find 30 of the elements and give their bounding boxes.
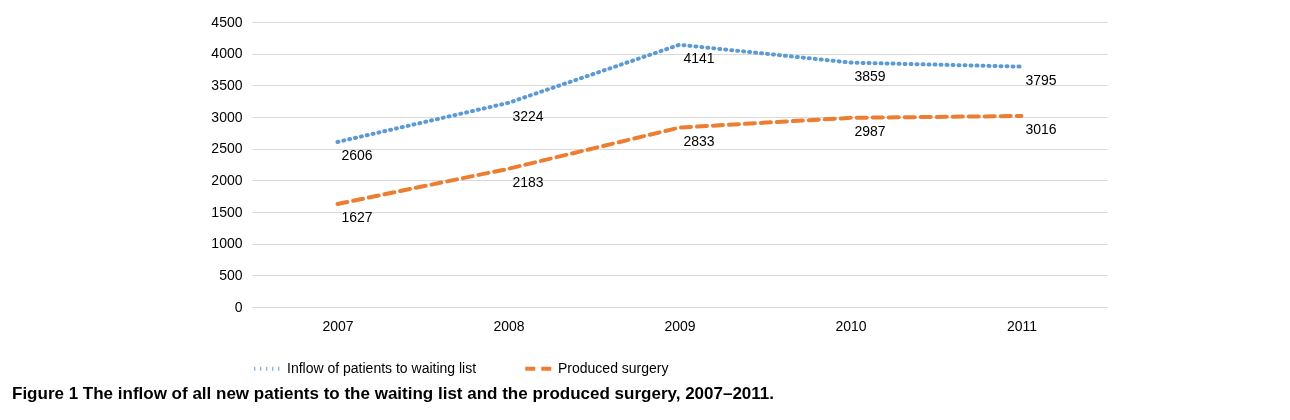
data-label: 3016 [1025,120,1057,137]
legend-label: Inflow of patients to waiting list [287,359,477,376]
y-tick-label: 3000 [211,108,243,125]
x-tick-label: 2009 [664,317,696,334]
y-tick-label: 2500 [211,140,243,157]
data-label: 2833 [683,132,715,149]
y-tick-label: 2000 [211,171,243,188]
data-label: 2987 [854,122,886,139]
data-label: 3224 [512,107,544,124]
y-tick-label: 1000 [211,235,243,252]
y-tick-label: 4000 [211,45,243,62]
data-label: 2183 [512,173,544,190]
data-label: 4141 [683,49,715,66]
x-tick-label: 2010 [835,317,867,334]
data-label: 1627 [341,208,373,225]
y-tick-label: 3500 [211,76,243,93]
data-label: 2606 [341,146,373,163]
y-tick-label: 0 [234,298,243,315]
y-tick-label: 1500 [211,203,243,220]
line-series [335,42,1024,144]
data-label: 3859 [854,67,886,84]
caption: Figure 1 The inflow of all new patients to the waiting list and the produced surgery, 2007–2011. [12,384,775,404]
y-tick-label: 4500 [211,13,243,30]
line-series [335,113,1024,206]
data-label: 3795 [1025,71,1057,88]
y-tick-label: 500 [219,266,243,283]
x-tick-label: 2008 [493,317,525,334]
legend-label: Produced surgery [558,359,669,376]
x-tick-label: 2007 [322,317,354,334]
x-tick-label: 2011 [1006,317,1038,334]
